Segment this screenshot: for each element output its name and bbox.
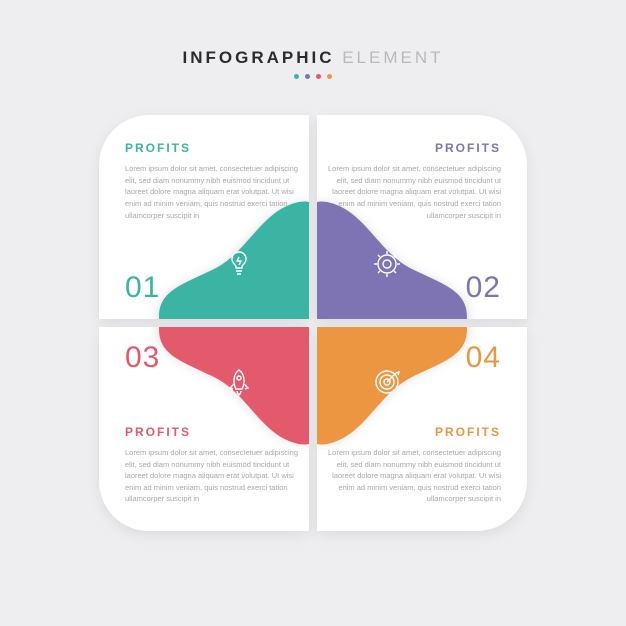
card-content: PROFITS Lorem ipsum dolor sit amet, conse… — [125, 425, 301, 505]
accent-dots — [182, 74, 443, 79]
gear-icon — [372, 249, 402, 279]
info-card-03: PROFITS Lorem ipsum dolor sit amet, conse… — [99, 327, 309, 531]
card-title: PROFITS — [125, 425, 301, 439]
card-body: Lorem ipsum dolor sit amet, consectetuer… — [125, 163, 301, 221]
card-content: PROFITS Lorem ipsum dolor sit amet, conse… — [325, 425, 501, 505]
card-body: Lorem ipsum dolor sit amet, consectetuer… — [325, 447, 501, 505]
accent-dot — [316, 74, 321, 79]
info-card-01: PROFITS Lorem ipsum dolor sit amet, conse… — [99, 115, 309, 319]
card-title: PROFITS — [325, 141, 501, 155]
card-body: Lorem ipsum dolor sit amet, consectetuer… — [125, 447, 301, 505]
card-body: Lorem ipsum dolor sit amet, consectetuer… — [325, 163, 501, 221]
infographic-grid: PROFITS Lorem ipsum dolor sit amet, conse… — [99, 115, 527, 531]
page-title: INFOGRAPHIC ELEMENT — [182, 48, 443, 68]
card-number: 02 — [466, 271, 501, 305]
card-number: 04 — [466, 341, 501, 375]
card-number: 01 — [125, 271, 160, 305]
title-bold: INFOGRAPHIC — [182, 48, 334, 67]
target-icon — [372, 367, 402, 397]
accent-dot — [294, 74, 299, 79]
card-content: PROFITS Lorem ipsum dolor sit amet, conse… — [125, 141, 301, 221]
info-card-04: PROFITS Lorem ipsum dolor sit amet, conse… — [317, 327, 527, 531]
accent-dot — [305, 74, 310, 79]
lightbulb-icon — [224, 249, 254, 279]
card-number: 03 — [125, 341, 160, 375]
info-card-02: PROFITS Lorem ipsum dolor sit amet, conse… — [317, 115, 527, 319]
card-title: PROFITS — [325, 425, 501, 439]
card-title: PROFITS — [125, 141, 301, 155]
card-content: PROFITS Lorem ipsum dolor sit amet, conse… — [325, 141, 501, 221]
rocket-icon — [224, 367, 254, 397]
header: INFOGRAPHIC ELEMENT — [182, 48, 443, 79]
title-light: ELEMENT — [342, 48, 443, 67]
accent-dot — [327, 74, 332, 79]
